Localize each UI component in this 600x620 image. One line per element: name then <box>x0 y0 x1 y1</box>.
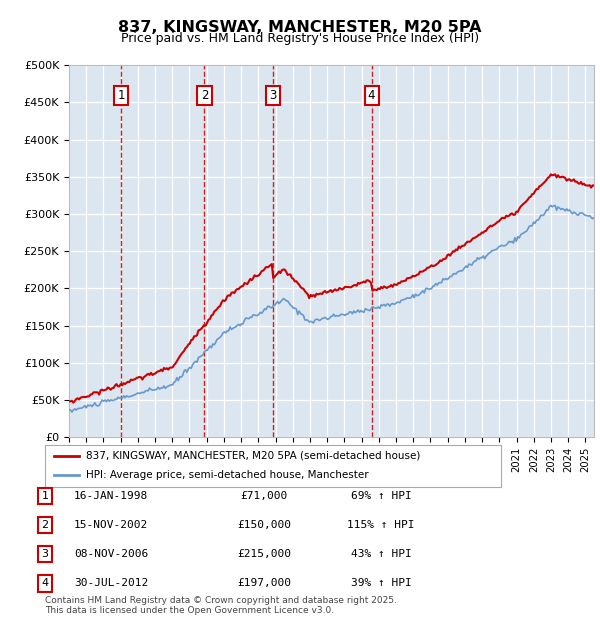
Text: 43% ↑ HPI: 43% ↑ HPI <box>350 549 412 559</box>
Text: 15-NOV-2002: 15-NOV-2002 <box>74 520 148 530</box>
Text: Contains HM Land Registry data © Crown copyright and database right 2025.
This d: Contains HM Land Registry data © Crown c… <box>45 596 397 615</box>
Text: 2: 2 <box>41 520 49 530</box>
Text: HPI: Average price, semi-detached house, Manchester: HPI: Average price, semi-detached house,… <box>86 471 368 480</box>
Text: 1: 1 <box>118 89 125 102</box>
Text: 3: 3 <box>41 549 49 559</box>
Text: Price paid vs. HM Land Registry's House Price Index (HPI): Price paid vs. HM Land Registry's House … <box>121 32 479 45</box>
Text: 4: 4 <box>368 89 376 102</box>
Text: 1: 1 <box>41 491 49 501</box>
Text: £150,000: £150,000 <box>237 520 291 530</box>
Text: 16-JAN-1998: 16-JAN-1998 <box>74 491 148 501</box>
Text: 837, KINGSWAY, MANCHESTER, M20 5PA: 837, KINGSWAY, MANCHESTER, M20 5PA <box>118 20 482 35</box>
Text: 115% ↑ HPI: 115% ↑ HPI <box>347 520 415 530</box>
Text: 39% ↑ HPI: 39% ↑ HPI <box>350 578 412 588</box>
Text: 3: 3 <box>269 89 277 102</box>
Text: 4: 4 <box>41 578 49 588</box>
Text: £197,000: £197,000 <box>237 578 291 588</box>
Text: 69% ↑ HPI: 69% ↑ HPI <box>350 491 412 501</box>
Text: 2: 2 <box>201 89 208 102</box>
Text: £71,000: £71,000 <box>241 491 287 501</box>
Text: 08-NOV-2006: 08-NOV-2006 <box>74 549 148 559</box>
Text: 837, KINGSWAY, MANCHESTER, M20 5PA (semi-detached house): 837, KINGSWAY, MANCHESTER, M20 5PA (semi… <box>86 451 421 461</box>
Text: £215,000: £215,000 <box>237 549 291 559</box>
Text: 30-JUL-2012: 30-JUL-2012 <box>74 578 148 588</box>
